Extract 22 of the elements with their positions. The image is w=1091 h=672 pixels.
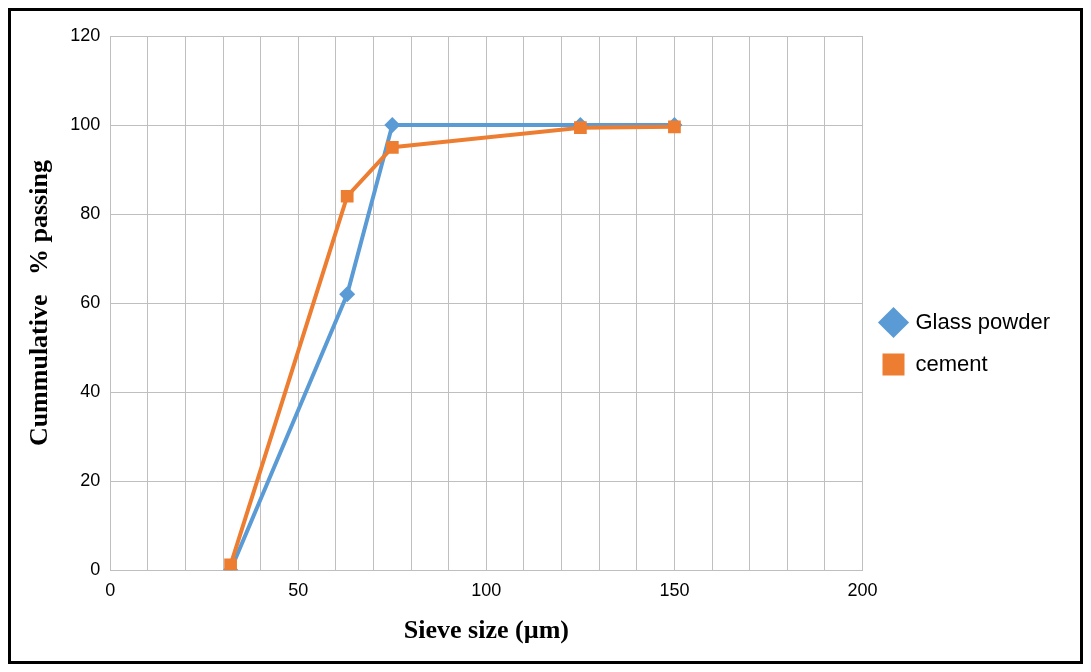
x-axis-title: Sieve size (µm) [403, 615, 569, 645]
point [574, 121, 587, 135]
y-tick-label: 40 [80, 381, 101, 402]
y-tick-label: 120 [70, 24, 101, 45]
x-tick-label: 100 [471, 579, 502, 600]
y-tick-label: 80 [80, 203, 101, 224]
x-tick-label: 200 [847, 579, 878, 600]
point [385, 140, 399, 154]
legend-label: cement [915, 350, 988, 376]
point [384, 117, 401, 134]
x-tick-label: 150 [659, 579, 690, 600]
y-tick-label: 20 [80, 470, 101, 491]
y-axis-title: Cummulative % passing [24, 160, 54, 447]
point [340, 189, 354, 203]
y-tick-label: 100 [70, 114, 101, 134]
y-tick-label: 0 [90, 559, 101, 580]
legend-label: Glass powder [915, 308, 1051, 334]
point [224, 558, 237, 571]
y-tick-label: 60 [80, 292, 101, 313]
point [339, 286, 356, 303]
x-tick-label: 50 [288, 579, 309, 600]
x-tick-label: 0 [105, 579, 116, 600]
